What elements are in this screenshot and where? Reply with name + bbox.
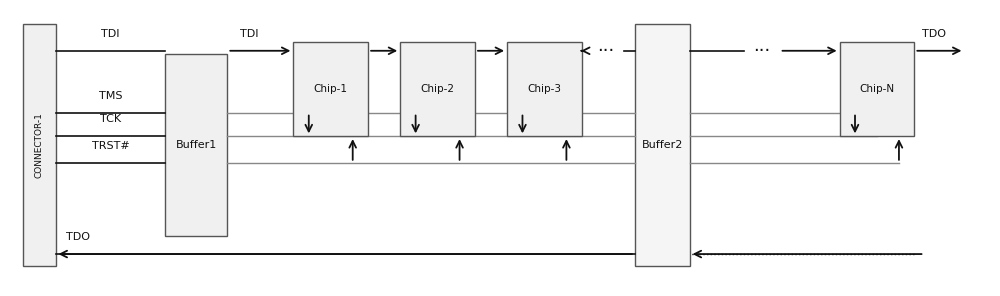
Bar (507, 42, 582, 136)
Bar (635, 24, 690, 266)
Text: Chip-3: Chip-3 (527, 84, 561, 94)
Text: Chip-2: Chip-2 (421, 84, 455, 94)
Text: TMS: TMS (99, 91, 122, 101)
Text: Chip-N: Chip-N (859, 84, 895, 94)
Text: CONNECTOR-1: CONNECTOR-1 (35, 112, 44, 178)
Text: Chip-1: Chip-1 (314, 84, 348, 94)
Text: TDI: TDI (240, 29, 259, 39)
Bar (840, 42, 914, 136)
Bar (23, 24, 56, 266)
Text: TRST#: TRST# (92, 141, 129, 151)
Text: TCK: TCK (100, 115, 121, 124)
Text: TDO: TDO (66, 232, 90, 242)
Bar (293, 42, 368, 136)
Text: Buffer1: Buffer1 (176, 140, 217, 150)
Bar (400, 42, 475, 136)
Text: TDO: TDO (922, 29, 946, 39)
Text: Buffer2: Buffer2 (642, 140, 683, 150)
Text: ···: ··· (597, 42, 614, 60)
Bar (165, 54, 227, 237)
Text: ···: ··· (753, 42, 770, 60)
Text: TDI: TDI (101, 29, 120, 39)
